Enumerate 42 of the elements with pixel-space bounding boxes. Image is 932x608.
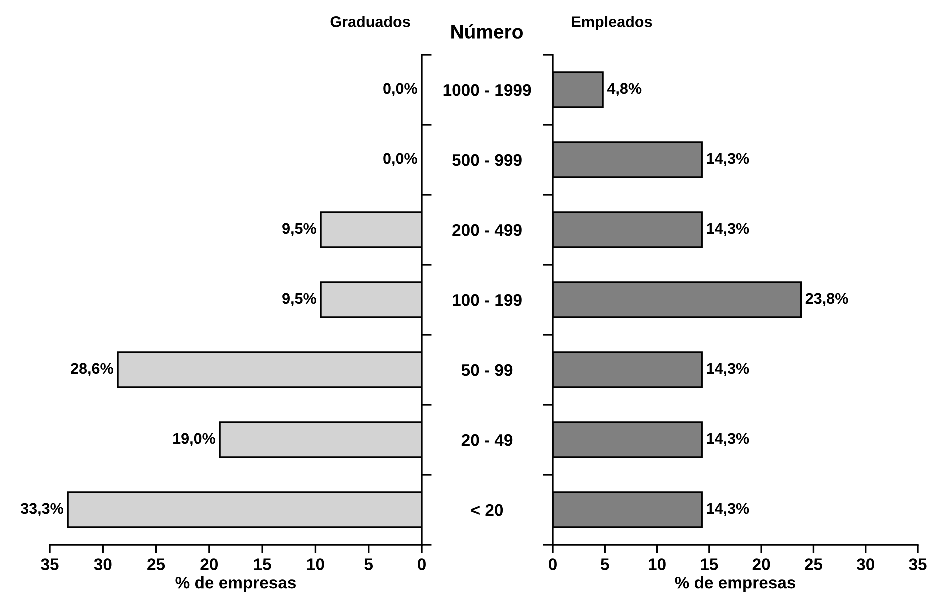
data-label: 33,3% xyxy=(20,503,64,516)
data-label: 23,8% xyxy=(806,293,848,306)
x-tick-label: 35 xyxy=(909,558,927,570)
y-tick-label: 1000 - 1999 xyxy=(444,84,532,96)
x-tick-label: 25 xyxy=(805,558,823,570)
x-tick-label: 0 xyxy=(418,558,426,570)
x-tick-label: 5 xyxy=(364,558,374,570)
y-axis-title: Número xyxy=(452,24,523,39)
chart-title: Empleados xyxy=(572,16,652,30)
data-label: 14,3% xyxy=(707,433,750,446)
x-tick-label: 25 xyxy=(148,558,166,570)
x-axis-title: % de empresas xyxy=(176,576,296,592)
data-label: 14,3% xyxy=(707,223,750,236)
x-tick-label: 5 xyxy=(601,558,610,570)
x-tick-label: 10 xyxy=(649,558,666,570)
data-label: 0,0% xyxy=(384,83,418,96)
x-tick-label: 30 xyxy=(856,558,874,570)
x-axis-title: % de empresas xyxy=(675,576,796,592)
data-label: 28,6% xyxy=(71,363,114,376)
x-tick-label: 30 xyxy=(94,558,112,570)
data-label: 9,5% xyxy=(282,223,316,236)
data-label: 9,5% xyxy=(282,293,316,306)
chart-title: Graduados xyxy=(330,16,410,28)
y-tick-label: 20 - 49 xyxy=(462,434,513,446)
x-tick-label: 15 xyxy=(701,558,718,570)
y-tick-label: 200 - 499 xyxy=(452,224,522,236)
data-label: 14,3% xyxy=(707,153,750,166)
y-tick-label: < 20 xyxy=(472,504,504,516)
data-label: 14,3% xyxy=(707,503,750,516)
y-tick-label: 100 - 199 xyxy=(453,294,522,306)
y-tick-label: 50 - 99 xyxy=(462,364,513,376)
data-label: 14,3% xyxy=(707,363,750,376)
y-tick-label: 500 - 999 xyxy=(452,154,522,166)
data-label: 4,8% xyxy=(607,83,642,96)
x-tick-label: 0 xyxy=(549,558,557,570)
x-tick-label: 20 xyxy=(752,558,770,570)
x-tick-label: 20 xyxy=(200,558,218,570)
data-label: 19,0% xyxy=(174,433,216,446)
x-tick-label: 35 xyxy=(41,558,59,570)
data-label: 0,0% xyxy=(384,153,418,166)
x-tick-label: 15 xyxy=(254,558,272,570)
x-tick-label: 10 xyxy=(307,558,324,570)
